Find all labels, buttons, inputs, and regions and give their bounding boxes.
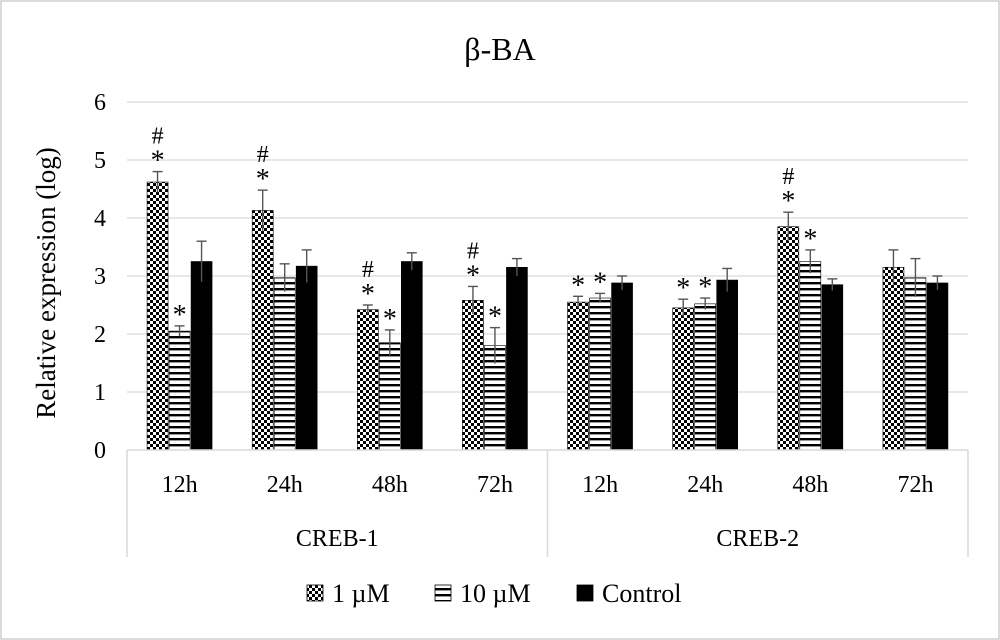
significance-hash: # (257, 142, 269, 168)
y-axis-label: Relative expression (log) (31, 147, 61, 418)
significance-star: * (383, 304, 397, 335)
significance-star: * (571, 270, 585, 301)
significance-marks: *#**#*#**#** * * **#* (151, 124, 818, 335)
bar (146, 181, 169, 451)
category-axis: 12h 24h 48h 72h CREB-1 12h 24h 48h 72h CREB-2 (126, 449, 969, 557)
bar (190, 261, 213, 451)
significance-star: * (698, 272, 712, 303)
bar (799, 261, 822, 451)
legend-label: 10 µM (460, 579, 531, 608)
x-tick-label: 48h (792, 472, 828, 498)
significance-star: * (781, 186, 795, 217)
group-label: CREB-1 (296, 526, 379, 552)
bar (926, 282, 949, 451)
y-tick-label: 3 (94, 264, 106, 290)
group-label: CREB-2 (716, 526, 799, 552)
significance-star: * (803, 224, 817, 255)
bar (462, 300, 484, 451)
bar (295, 265, 318, 451)
significance-star: * (488, 302, 502, 333)
bars (146, 181, 949, 451)
bar (904, 277, 927, 451)
significance-star: * (151, 146, 165, 177)
bar (251, 210, 274, 451)
legend-label: 1 µM (332, 579, 390, 608)
bar (611, 282, 633, 451)
legend: 1 µM 10 µM Control (306, 579, 681, 608)
x-tick-label: 72h (477, 472, 513, 498)
legend-label: Control (602, 579, 681, 608)
y-tick-label: 5 (94, 148, 106, 174)
legend-swatch (306, 584, 324, 602)
significance-star: * (173, 300, 187, 331)
error-bars (152, 170, 943, 364)
bar (716, 279, 738, 451)
legend-swatch (434, 584, 452, 602)
x-tick-label: 12h (162, 472, 198, 498)
bar (168, 330, 191, 451)
bar (506, 266, 528, 451)
y-tick-label: 4 (94, 206, 106, 232)
bar (672, 307, 694, 451)
y-tick-label: 0 (94, 438, 106, 464)
bar (589, 297, 611, 451)
y-tick-label: 1 (94, 380, 106, 406)
significance-hash: # (362, 257, 374, 283)
significance-star: * (676, 273, 690, 304)
chart-title: β-BA (464, 31, 535, 67)
x-tick-label: 72h (897, 472, 933, 498)
y-tick-labels: 0 1 2 3 4 5 6 (94, 90, 106, 464)
significance-star: * (256, 164, 270, 195)
bar (273, 277, 296, 451)
y-tick-label: 2 (94, 322, 106, 348)
x-tick-label: 24h (687, 472, 723, 498)
y-tick-label: 6 (94, 90, 106, 116)
x-tick-label: 24h (267, 472, 303, 498)
significance-hash: # (782, 164, 794, 190)
significance-hash: # (467, 238, 479, 264)
bar (357, 309, 379, 451)
x-tick-label: 12h (582, 472, 618, 498)
bar (379, 342, 401, 451)
bar (567, 301, 589, 451)
significance-star: * (361, 279, 375, 310)
bar (821, 284, 844, 451)
legend-swatch (576, 584, 594, 602)
bar (694, 303, 716, 451)
significance-star: * (593, 267, 607, 298)
significance-hash: # (152, 124, 164, 150)
bar (401, 261, 423, 451)
bar (777, 226, 800, 451)
bar (882, 266, 905, 451)
significance-star: * (466, 260, 480, 291)
x-tick-label: 48h (372, 472, 408, 498)
